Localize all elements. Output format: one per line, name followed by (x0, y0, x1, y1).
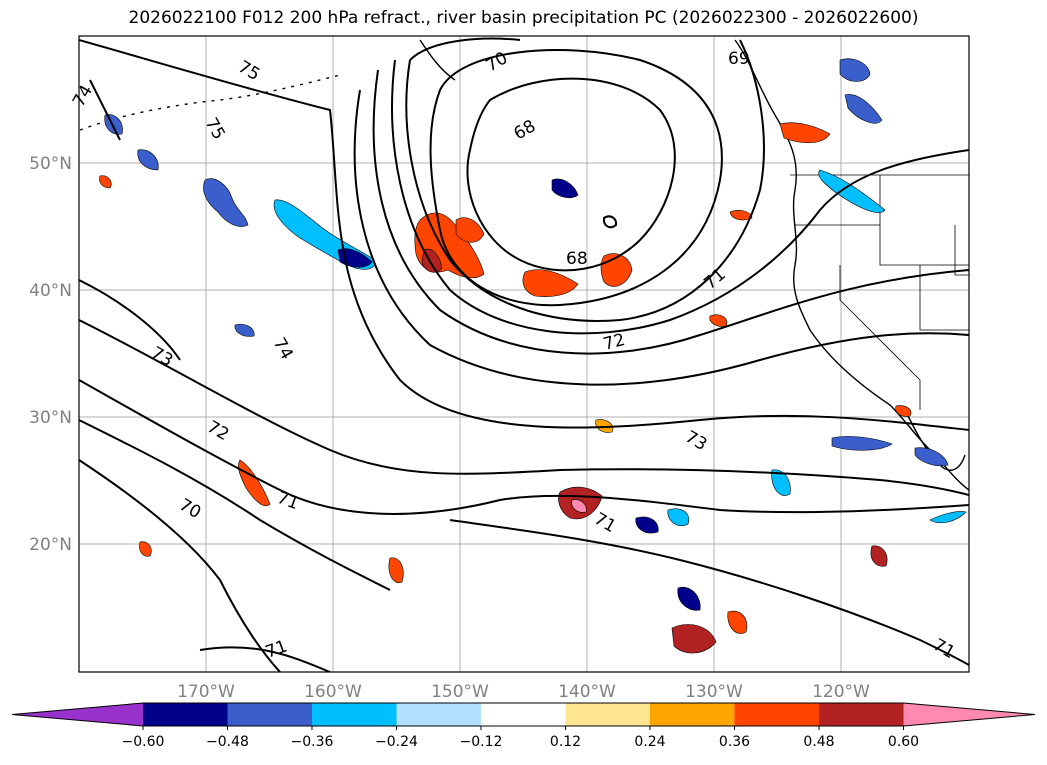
contour-68 (466, 77, 676, 272)
colorbar-segment (819, 703, 904, 726)
precip-negative-area (771, 469, 791, 496)
precip-negative-area (831, 436, 893, 451)
precip-positive-area (671, 624, 717, 654)
precip-positive-area (870, 545, 888, 567)
colorbar-segment (227, 703, 313, 726)
contour-label: 68 (566, 249, 588, 269)
contour-72-south (79, 379, 969, 515)
contour-69 (429, 49, 723, 307)
colorbar-tick-label: 0.24 (634, 734, 665, 750)
lon-label-150w: 150°W (431, 682, 489, 702)
precip-positive-area (99, 175, 112, 189)
contour-73-south (79, 319, 969, 496)
colorbar-tick-label: −0.24 (375, 734, 418, 750)
border-states-d (919, 265, 969, 331)
lat-label-30n: 30°N (29, 408, 72, 428)
precip-positive-area (729, 210, 753, 221)
precip-negative-area (929, 511, 967, 524)
precip-negative-area (839, 58, 871, 82)
lon-label-130w: 130°W (685, 682, 743, 702)
precip-negative-area (551, 178, 579, 199)
graticule (79, 36, 969, 672)
colorbar-segment (143, 703, 228, 726)
contour-71 (391, 59, 969, 335)
contour-74-nw (89, 79, 121, 141)
lon-label-140w: 140°W (558, 682, 616, 702)
colorbar-tick-label: −0.36 (291, 734, 334, 750)
precip-negative-area (818, 169, 886, 213)
lon-label-160w: 160°W (304, 682, 362, 702)
colorbar-segment (565, 703, 651, 726)
border-states-a (795, 224, 969, 266)
contour-74 (79, 39, 969, 431)
precip-positive-area (895, 405, 912, 417)
lat-label-20n: 20°N (29, 535, 72, 555)
precip-positive-area (727, 610, 748, 634)
contour-71-south (449, 519, 969, 666)
coastline-north-america (734, 39, 969, 491)
refractivity-contours (79, 37, 969, 672)
border-states-c (839, 265, 921, 410)
colorbar: −0.60 −0.48 −0.36 −0.24 −0.12 0.12 0.24 0.36 0.4… (11, 702, 1036, 750)
precip-positive-area (388, 557, 404, 584)
precip-negative-area (677, 586, 701, 611)
colorbar-segment (481, 703, 566, 726)
colorbar-segment (650, 703, 735, 726)
precip-negative-area (203, 178, 249, 227)
lat-label-50n: 50°N (29, 154, 72, 174)
colorbar-tick-label: 0.12 (550, 734, 581, 750)
precip-positive-area (522, 269, 579, 297)
map-area (79, 36, 969, 672)
contour-71-sw (199, 646, 331, 672)
contour-71-west (79, 419, 391, 591)
latitude-labels: 50°N 40°N 30°N 20°N (29, 154, 72, 555)
lon-label-170w: 170°W (177, 682, 235, 702)
precip-positive-area (571, 499, 587, 513)
precip-negative-area (635, 516, 659, 534)
contour-label: 69 (728, 49, 750, 69)
precip-positive-area (779, 122, 831, 144)
contour-74-west (79, 279, 181, 361)
precip-negative-area (234, 323, 255, 337)
precip-negative-area (667, 508, 690, 527)
contour-72 (372, 69, 969, 355)
political-borders (790, 174, 969, 410)
lon-label-120w: 120°W (812, 682, 870, 702)
colorbar-tick-label: −0.48 (206, 734, 249, 750)
colorbar-segment (734, 703, 820, 726)
contour-70 (405, 37, 765, 322)
map-frame (78, 35, 970, 673)
colorbar-extend-max (903, 703, 1035, 726)
precip-negative-area (844, 94, 883, 124)
map-title: 2026022100 F012 200 hPa refract., river … (128, 8, 919, 28)
colorbar-extend-min (12, 703, 143, 726)
contour-73 (353, 89, 969, 386)
colorbar-tick-label: 0.36 (719, 734, 750, 750)
precip-positive-area (455, 217, 485, 243)
colorbar-segment (396, 703, 482, 726)
precip-negative-area (914, 447, 949, 467)
contour-70-west (79, 459, 281, 672)
colorbar-tick-label: 0.60 (888, 734, 919, 750)
lat-label-40n: 40°N (29, 281, 72, 301)
colorbar-tick-label: −0.12 (460, 734, 503, 750)
precip-negative-area (137, 149, 159, 171)
border-states-e (954, 225, 969, 276)
colorbar-tick-label: −0.60 (122, 734, 165, 750)
longitude-labels: 170°W 160°W 150°W 140°W 130°W 120°W (177, 682, 870, 702)
colorbar-tick-label: 0.48 (803, 734, 834, 750)
contour-68-small (602, 215, 618, 229)
precip-positive-area (139, 541, 152, 557)
colorbar-segment (312, 703, 397, 726)
